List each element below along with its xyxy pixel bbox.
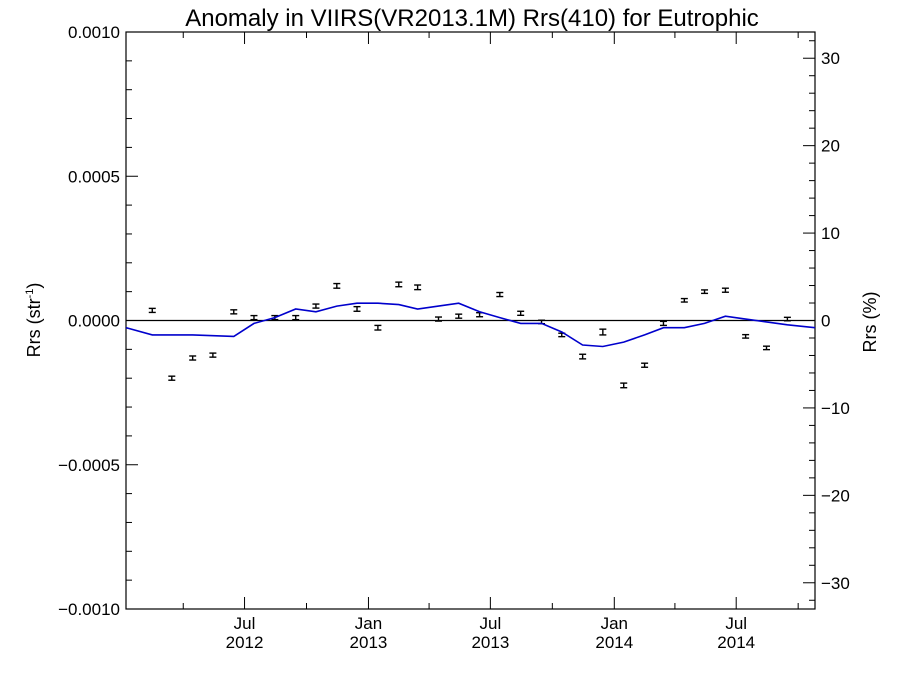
error-bar-point [783,316,791,322]
y2-tick-label: 0 [821,312,830,331]
error-bar-point [353,305,361,312]
x-tick-label-year: 2014 [717,633,755,652]
y-tick-label: 0.0005 [68,167,120,186]
x-tick-label-month: Jan [355,614,382,633]
anomaly-line [125,302,816,348]
error-bar-point [435,316,443,322]
y2-tick-label: 20 [821,137,840,156]
y-tick-label: −0.0005 [58,456,120,475]
y2-tick-label: −10 [821,399,850,418]
error-bar-point [599,328,607,336]
x-tick-label-month: Jul [725,614,747,633]
error-bar-point [209,352,217,358]
x-tick-label-year: 2013 [471,633,509,652]
error-bar-point [148,307,156,314]
error-bar-point [168,375,176,381]
error-bar-point [517,310,525,317]
error-bar-point [659,320,667,327]
y-tick-label: −0.0010 [58,600,120,619]
y2-axis-label: Rrs (%) [860,292,880,353]
y2-tick-label: 30 [821,49,840,68]
axis-ticks [126,31,815,610]
x-tick-label-year: 2014 [595,633,633,652]
x-tick-label-month: Jul [480,614,502,633]
error-bar-point [579,353,587,360]
error-bar-point [496,291,504,298]
error-bar-point [292,314,300,321]
error-bar-point [312,303,320,309]
x-tick-label-month: Jan [601,614,628,633]
error-bar-point [250,314,258,321]
series-layer [125,281,816,389]
x-tick-label-year: 2013 [350,633,388,652]
error-bar-point [620,382,628,389]
error-bar-point [395,281,403,288]
y-tick-label: 0.0000 [68,312,120,331]
y-tick-label: 0.0010 [68,23,120,42]
chart-title: Anomaly in VIIRS(VR2013.1M) Rrs(410) for… [185,5,759,32]
y-axis-label-superscript: -1 [24,289,36,299]
y2-tick-label: −30 [821,574,850,593]
error-bar-point [680,297,688,303]
tick-labels: −0.0010 −0.0005 0.0000 0.0005 0.0010 −30 −20 −1… [58,23,850,652]
y2-tick-label: 10 [821,224,840,243]
y-axis-label-close: ) [24,283,44,289]
error-bar-point [374,324,382,331]
error-bar-point [455,313,463,319]
error-bar-point [763,345,771,351]
error-bar-point [701,289,709,295]
x-tick-label-year: 2012 [226,633,264,652]
x-tick-label-month: Jul [234,614,256,633]
error-bar-point [333,282,341,289]
error-bar-point [230,309,238,315]
error-bar-point [742,333,750,339]
error-bar-point [721,287,729,293]
error-bar-point [641,362,649,368]
y-axis-label: Rrs (str-1) [24,283,44,358]
y-axis-label-main: Rrs (str [24,298,44,357]
error-bar-point [414,284,422,291]
y2-tick-label: −20 [821,486,850,505]
error-bar-point [189,355,197,361]
